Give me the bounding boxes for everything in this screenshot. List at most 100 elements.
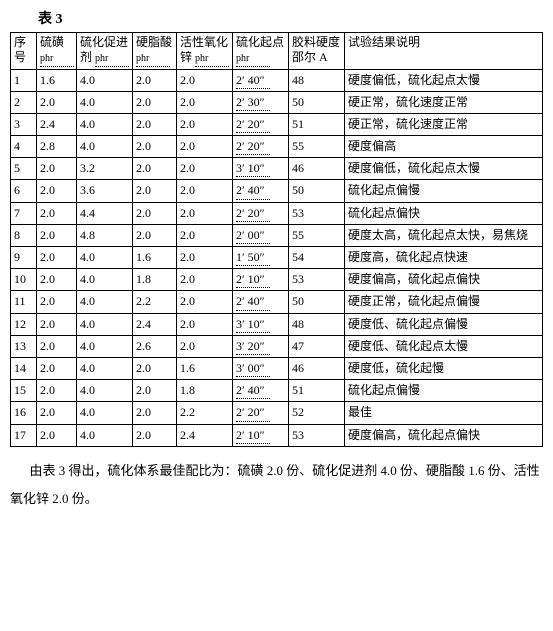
zno-cell: 2.0 (177, 335, 233, 357)
sulfur-cell: 2.0 (37, 357, 77, 379)
stearic-cell: 2.4 (133, 313, 177, 335)
accel-cell: 4.8 (77, 224, 133, 246)
stearic-cell: 1.8 (133, 269, 177, 291)
zno-cell: 1.8 (177, 380, 233, 402)
zno-cell: 2.0 (177, 69, 233, 91)
scorch-cell: 3′ 00″ (233, 357, 289, 379)
stearic-cell: 2.0 (133, 202, 177, 224)
desc-cell: 硬度偏低，硫化起点太慢 (345, 69, 543, 91)
seq-cell: 7 (11, 202, 37, 224)
seq-cell: 3 (11, 113, 37, 135)
desc-cell: 硬度低、硫化起点偏慢 (345, 313, 543, 335)
sulfur-cell: 2.0 (37, 380, 77, 402)
desc-cell: 硬度正常，硫化起点偏慢 (345, 291, 543, 313)
sulfur-cell: 2.0 (37, 180, 77, 202)
accel-cell: 4.0 (77, 91, 133, 113)
desc-cell: 硬度偏高 (345, 136, 543, 158)
zno-cell: 2.0 (177, 158, 233, 180)
accel-cell: 4.0 (77, 269, 133, 291)
h-hard: 胶料硬度邵尔 A (289, 33, 345, 70)
scorch-cell: 2′ 20″ (233, 202, 289, 224)
stearic-cell: 2.0 (133, 69, 177, 91)
scorch-cell: 2′ 20″ (233, 136, 289, 158)
desc-cell: 硬正常，硫化速度正常 (345, 113, 543, 135)
accel-cell: 4.0 (77, 402, 133, 424)
hard-cell: 46 (289, 158, 345, 180)
stearic-cell: 2.6 (133, 335, 177, 357)
seq-cell: 17 (11, 424, 37, 446)
stearic-cell: 2.0 (133, 180, 177, 202)
zno-cell: 2.0 (177, 313, 233, 335)
hard-cell: 50 (289, 291, 345, 313)
table-row: 11.64.02.02.02′ 40″48硬度偏低，硫化起点太慢 (11, 69, 543, 91)
sulfur-cell: 1.6 (37, 69, 77, 91)
zno-cell: 2.0 (177, 180, 233, 202)
seq-cell: 8 (11, 224, 37, 246)
sulfur-cell: 2.0 (37, 158, 77, 180)
table-title: 表 3 (38, 8, 543, 28)
accel-cell: 4.4 (77, 202, 133, 224)
zno-cell: 2.0 (177, 247, 233, 269)
table-row: 132.04.02.62.03′ 20″47硬度低、硫化起点太慢 (11, 335, 543, 357)
accel-cell: 4.0 (77, 424, 133, 446)
stearic-cell: 2.0 (133, 357, 177, 379)
table-row: 152.04.02.01.82′ 40″51硫化起点偏慢 (11, 380, 543, 402)
seq-cell: 9 (11, 247, 37, 269)
sulfur-cell: 2.8 (37, 136, 77, 158)
accel-cell: 4.0 (77, 357, 133, 379)
hard-cell: 55 (289, 224, 345, 246)
desc-cell: 硬度偏高，硫化起点偏快 (345, 424, 543, 446)
zno-cell: 2.2 (177, 402, 233, 424)
scorch-cell: 1′ 50″ (233, 247, 289, 269)
zno-cell: 2.0 (177, 91, 233, 113)
sulfur-cell: 2.0 (37, 247, 77, 269)
accel-cell: 4.0 (77, 380, 133, 402)
h-desc: 试验结果说明 (345, 33, 543, 70)
seq-cell: 6 (11, 180, 37, 202)
h-zno: 活性氧化锌 phr (177, 33, 233, 70)
scorch-cell: 3′ 10″ (233, 158, 289, 180)
h-stearic: 硬脂酸 phr (133, 33, 177, 70)
stearic-cell: 2.0 (133, 136, 177, 158)
stearic-cell: 1.6 (133, 247, 177, 269)
table-row: 82.04.82.02.02′ 00″55硬度太高，硫化起点太快，易焦烧 (11, 224, 543, 246)
table-row: 62.03.62.02.02′ 40″50硫化起点偏慢 (11, 180, 543, 202)
scorch-cell: 2′ 40″ (233, 69, 289, 91)
scorch-cell: 2′ 40″ (233, 291, 289, 313)
sulfur-cell: 2.0 (37, 335, 77, 357)
table-row: 92.04.01.62.01′ 50″54硬度高，硫化起点快速 (11, 247, 543, 269)
zno-cell: 2.0 (177, 136, 233, 158)
sulfur-cell: 2.0 (37, 313, 77, 335)
scorch-cell: 3′ 10″ (233, 313, 289, 335)
h-scorch: 硫化起点 phr (233, 33, 289, 70)
accel-cell: 3.6 (77, 180, 133, 202)
zno-cell: 2.0 (177, 202, 233, 224)
hard-cell: 50 (289, 180, 345, 202)
table-row: 22.04.02.02.02′ 30″50硬正常，硫化速度正常 (11, 91, 543, 113)
stearic-cell: 2.0 (133, 224, 177, 246)
hard-cell: 46 (289, 357, 345, 379)
table-body: 11.64.02.02.02′ 40″48硬度偏低，硫化起点太慢22.04.02… (11, 69, 543, 446)
hard-cell: 55 (289, 136, 345, 158)
seq-cell: 2 (11, 91, 37, 113)
table-row: 42.84.02.02.02′ 20″55硬度偏高 (11, 136, 543, 158)
h-accel: 硫化促进剂 phr (77, 33, 133, 70)
stearic-cell: 2.0 (133, 402, 177, 424)
hard-cell: 48 (289, 313, 345, 335)
desc-cell: 硫化起点偏慢 (345, 180, 543, 202)
scorch-cell: 2′ 20″ (233, 113, 289, 135)
stearic-cell: 2.0 (133, 380, 177, 402)
sulfur-cell: 2.0 (37, 91, 77, 113)
desc-cell: 硬正常，硫化速度正常 (345, 91, 543, 113)
stearic-cell: 2.0 (133, 91, 177, 113)
accel-cell: 4.0 (77, 335, 133, 357)
desc-cell: 硬度低，硫化起慢 (345, 357, 543, 379)
sulfur-cell: 2.0 (37, 224, 77, 246)
zno-cell: 2.0 (177, 269, 233, 291)
scorch-cell: 2′ 20″ (233, 402, 289, 424)
table-row: 172.04.02.02.42′ 10″53硬度偏高，硫化起点偏快 (11, 424, 543, 446)
sulfur-cell: 2.0 (37, 424, 77, 446)
hard-cell: 54 (289, 247, 345, 269)
hard-cell: 51 (289, 113, 345, 135)
stearic-cell: 2.0 (133, 424, 177, 446)
